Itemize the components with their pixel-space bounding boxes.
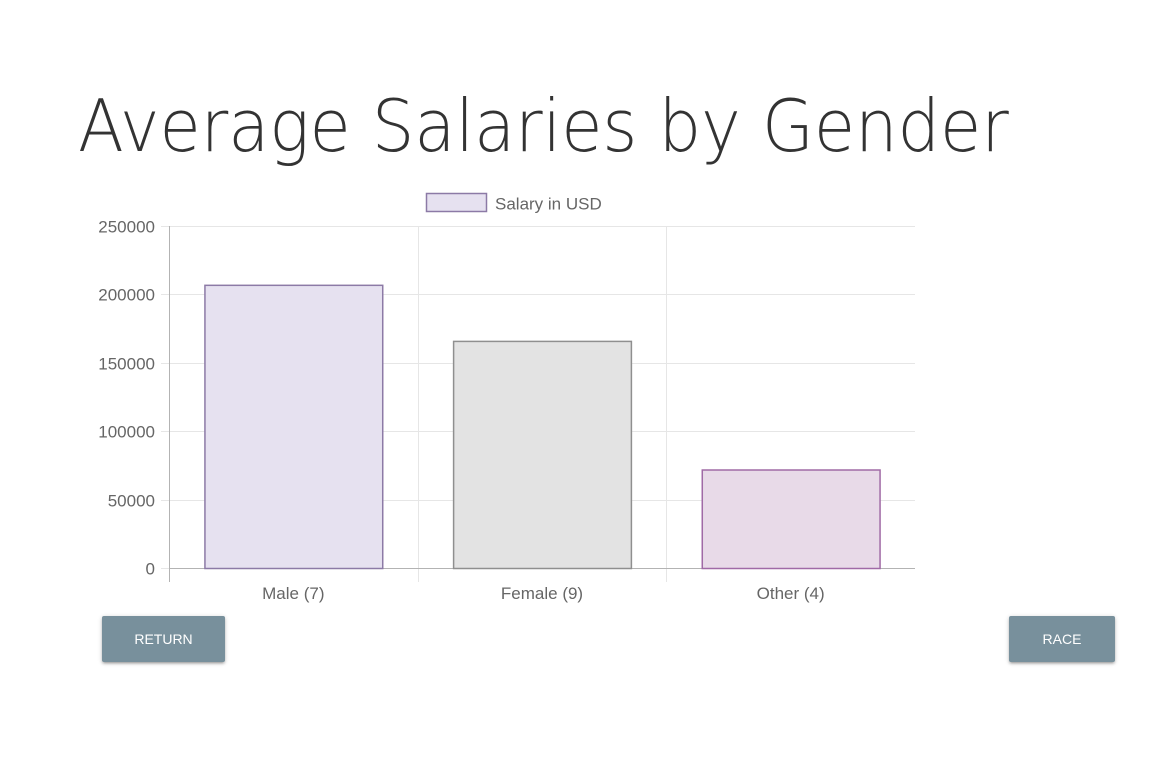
x-tick-label: Male (7) — [262, 584, 324, 603]
x-tick-label: Female (9) — [501, 584, 583, 603]
y-tick-label: 150000 — [98, 355, 155, 374]
bar-1 — [452, 340, 633, 570]
legend-swatch — [425, 192, 488, 213]
y-tick-label: 0 — [146, 560, 155, 579]
y-tick-label: 250000 — [98, 218, 155, 237]
legend-label: Salary in USD — [495, 195, 602, 214]
bar-0 — [204, 284, 384, 570]
y-tick-label: 200000 — [98, 286, 155, 305]
y-tick-label: 100000 — [98, 423, 155, 442]
x-tick-label: Other (4) — [757, 584, 825, 603]
salary-bar-chart: Salary in USD 0 50000 100000 150000 200000 250… — [78, 185, 928, 610]
race-button[interactable]: RACE — [1009, 616, 1115, 662]
y-tick-label: 50000 — [108, 492, 155, 511]
return-button[interactable]: RETURN — [102, 616, 225, 662]
bar-2 — [701, 469, 881, 570]
page-title: Average Salaries by Gender — [78, 84, 1009, 168]
chart-canvas: Salary in USD 0 50000 100000 150000 200000 250… — [98, 192, 915, 603]
